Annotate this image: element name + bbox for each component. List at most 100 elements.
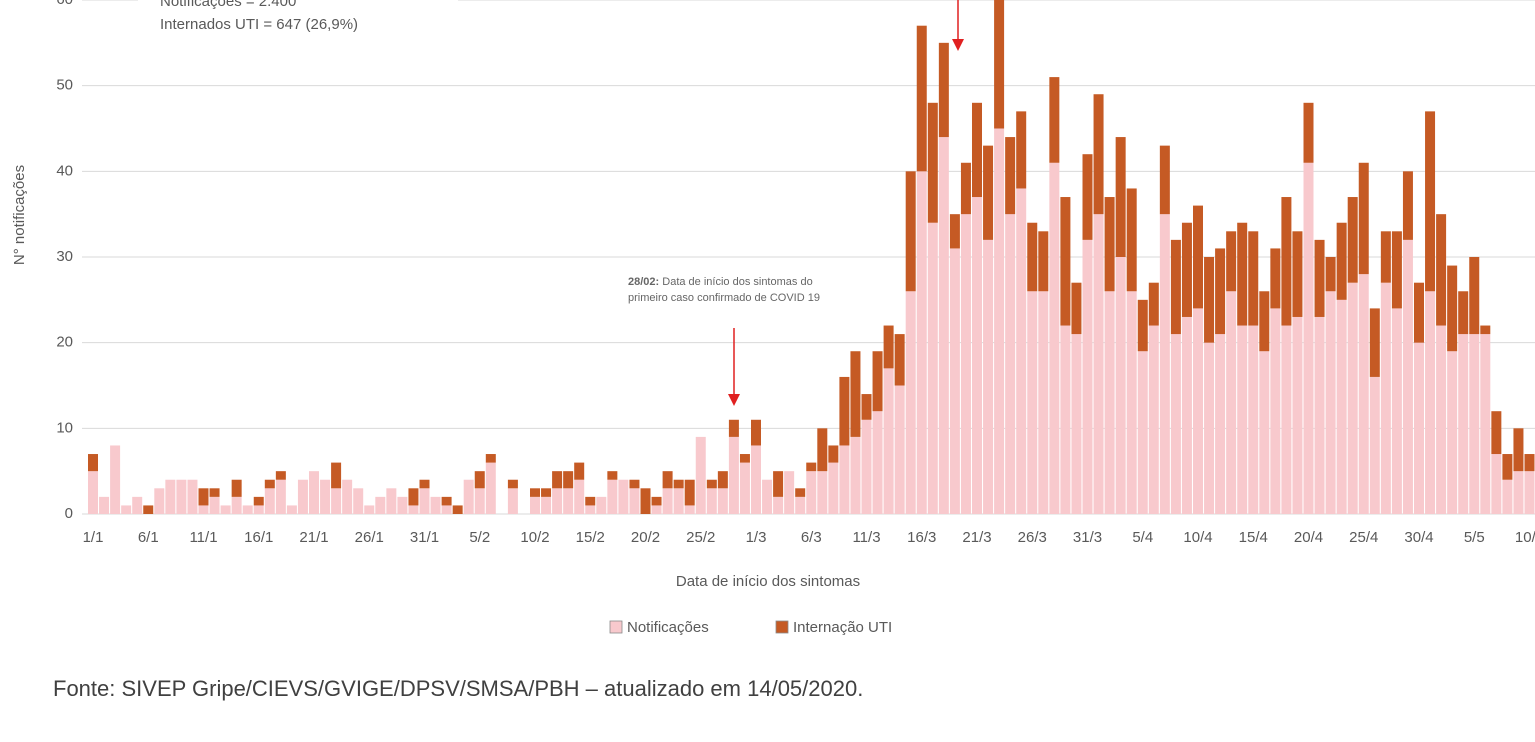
x-tick-label: 20/4 bbox=[1294, 529, 1323, 546]
summary-line: Internados UTI = 647 (26,9%) bbox=[160, 16, 358, 33]
bar-segment bbox=[972, 197, 982, 515]
bar-segment bbox=[1458, 291, 1469, 335]
bar-segment bbox=[1336, 299, 1347, 514]
bar-segment bbox=[198, 505, 209, 514]
bar-segment bbox=[883, 325, 894, 369]
bar-segment bbox=[364, 505, 375, 514]
bar-segment bbox=[286, 505, 297, 514]
bar-segment bbox=[297, 479, 308, 514]
bar-segment bbox=[983, 145, 994, 240]
bar-segment bbox=[419, 479, 430, 489]
bar-segment bbox=[165, 479, 176, 514]
bar-segment bbox=[1248, 325, 1259, 514]
bar-segment bbox=[1038, 231, 1049, 292]
bar-segment bbox=[806, 471, 817, 514]
bar-segment bbox=[1414, 342, 1424, 514]
bar-segment bbox=[850, 351, 861, 437]
bar-segment bbox=[1380, 231, 1391, 283]
bar-segment bbox=[916, 25, 927, 172]
bar-segment bbox=[1237, 222, 1248, 326]
bar-segment bbox=[1347, 197, 1358, 283]
y-tick-label: 40 bbox=[56, 162, 73, 179]
bar-segment bbox=[242, 505, 253, 514]
bar-segment bbox=[154, 488, 165, 514]
summary-box bbox=[138, 0, 458, 40]
bar-segment bbox=[1126, 291, 1137, 514]
bar-segment bbox=[1347, 282, 1358, 514]
bar-segment bbox=[1491, 411, 1502, 455]
bar-segment bbox=[209, 488, 220, 497]
bar-segment bbox=[762, 479, 773, 514]
y-tick-label: 30 bbox=[56, 248, 73, 265]
bar-segment bbox=[375, 496, 386, 514]
bar-segment bbox=[1148, 282, 1159, 326]
x-tick-label: 16/3 bbox=[907, 529, 936, 546]
bar-segment bbox=[629, 488, 640, 514]
bar-segment bbox=[1303, 162, 1314, 514]
bar-segment bbox=[1513, 471, 1524, 514]
bar-segment bbox=[1270, 308, 1281, 514]
arrow-head bbox=[952, 39, 964, 51]
bar-segment bbox=[784, 471, 795, 514]
bar-segment bbox=[662, 471, 673, 489]
bar-segment bbox=[828, 462, 839, 514]
x-tick-label: 10/2 bbox=[520, 529, 549, 546]
bar-segment bbox=[1226, 231, 1237, 292]
bar-segment bbox=[220, 505, 231, 514]
annotation-line: primeiro caso confirmado de COVID 19 bbox=[628, 292, 820, 304]
bar-segment bbox=[441, 496, 452, 506]
annotation-line: Data de início dos sintomas do bbox=[662, 276, 812, 288]
bar-segment bbox=[1005, 214, 1016, 514]
bar-segment bbox=[585, 505, 596, 514]
bar-segment bbox=[817, 471, 828, 514]
bar-segment bbox=[574, 462, 585, 480]
bar-segment bbox=[231, 479, 242, 497]
x-tick-label: 16/1 bbox=[244, 529, 273, 546]
bar-segment bbox=[972, 102, 982, 198]
bar-segment bbox=[1292, 231, 1303, 317]
bar-segment bbox=[1082, 239, 1093, 514]
x-tick-label: 26/3 bbox=[1018, 529, 1047, 546]
bar-segment bbox=[419, 488, 430, 514]
bar-segment bbox=[1027, 291, 1038, 514]
source: Fonte: SIVEP Gripe/CIEVS/GVIGE/DPSV/SMSA… bbox=[53, 676, 863, 701]
bar-segment bbox=[905, 171, 916, 292]
x-tick-label: 1/1 bbox=[83, 529, 104, 546]
bar-segment bbox=[88, 471, 98, 514]
bar-segment bbox=[530, 496, 540, 514]
bar-segment bbox=[1038, 291, 1049, 514]
bar-segment bbox=[541, 488, 552, 497]
bar-segment bbox=[507, 479, 518, 489]
bar-segment bbox=[728, 436, 739, 514]
y-tick-label: 0 bbox=[65, 505, 73, 522]
arrow-head bbox=[728, 394, 740, 406]
bar-segment bbox=[563, 471, 574, 489]
bar-segment bbox=[121, 505, 132, 514]
y-tick-label: 10 bbox=[56, 419, 73, 436]
bar-segment bbox=[110, 445, 121, 514]
legend-swatch bbox=[775, 620, 789, 634]
y-tick-label: 50 bbox=[56, 77, 73, 94]
bar-segment bbox=[1204, 342, 1215, 514]
bar-segment bbox=[1502, 479, 1513, 514]
bar-segment bbox=[1391, 308, 1402, 514]
bar-segment bbox=[1314, 239, 1325, 317]
bar-segment bbox=[1071, 282, 1082, 335]
bar-segment bbox=[949, 214, 960, 249]
bar-segment bbox=[872, 411, 883, 514]
bar-segment bbox=[1093, 94, 1104, 215]
bar-segment bbox=[1215, 334, 1226, 514]
bar-segment bbox=[927, 222, 938, 514]
bar-segment bbox=[1325, 257, 1336, 292]
x-tick-label: 5/5 bbox=[1464, 529, 1485, 546]
bar-segment bbox=[1215, 248, 1226, 335]
x-tick-label: 25/2 bbox=[686, 529, 715, 546]
bar-segment bbox=[883, 368, 894, 514]
bar-segment bbox=[507, 488, 518, 514]
bar-segment bbox=[264, 488, 275, 514]
bar-segment bbox=[773, 496, 784, 514]
bar-segment bbox=[1181, 316, 1192, 514]
bar-segment bbox=[342, 479, 353, 514]
bar-segment bbox=[209, 496, 220, 514]
